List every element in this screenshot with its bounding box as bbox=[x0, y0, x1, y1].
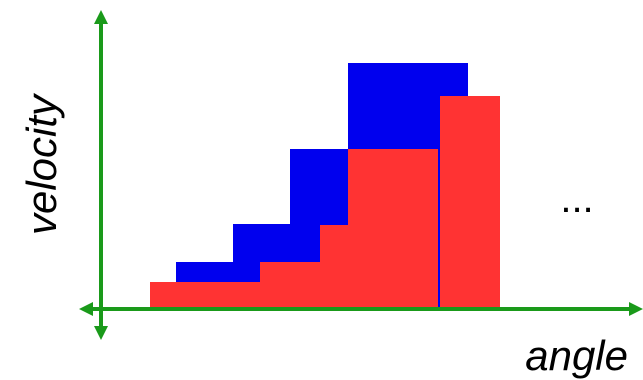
y-axis bbox=[94, 10, 108, 340]
y-axis-arrowhead-bottom bbox=[94, 326, 108, 340]
red-bar-1 bbox=[150, 282, 260, 308]
red-bars-group bbox=[150, 96, 500, 308]
y-axis-label: velocity bbox=[18, 92, 65, 235]
y-axis-arrowhead-top bbox=[94, 10, 108, 24]
continuation-ellipsis: ... bbox=[560, 177, 593, 221]
x-axis bbox=[79, 302, 643, 316]
red-bar-2 bbox=[260, 262, 320, 308]
red-bar-4 bbox=[348, 149, 438, 308]
x-axis-arrowhead-left bbox=[79, 302, 93, 316]
x-axis-label: angle bbox=[525, 332, 628, 379]
red-bar-3 bbox=[320, 225, 348, 308]
red-bar-5 bbox=[440, 96, 500, 308]
x-axis-arrowhead-right bbox=[629, 302, 643, 316]
